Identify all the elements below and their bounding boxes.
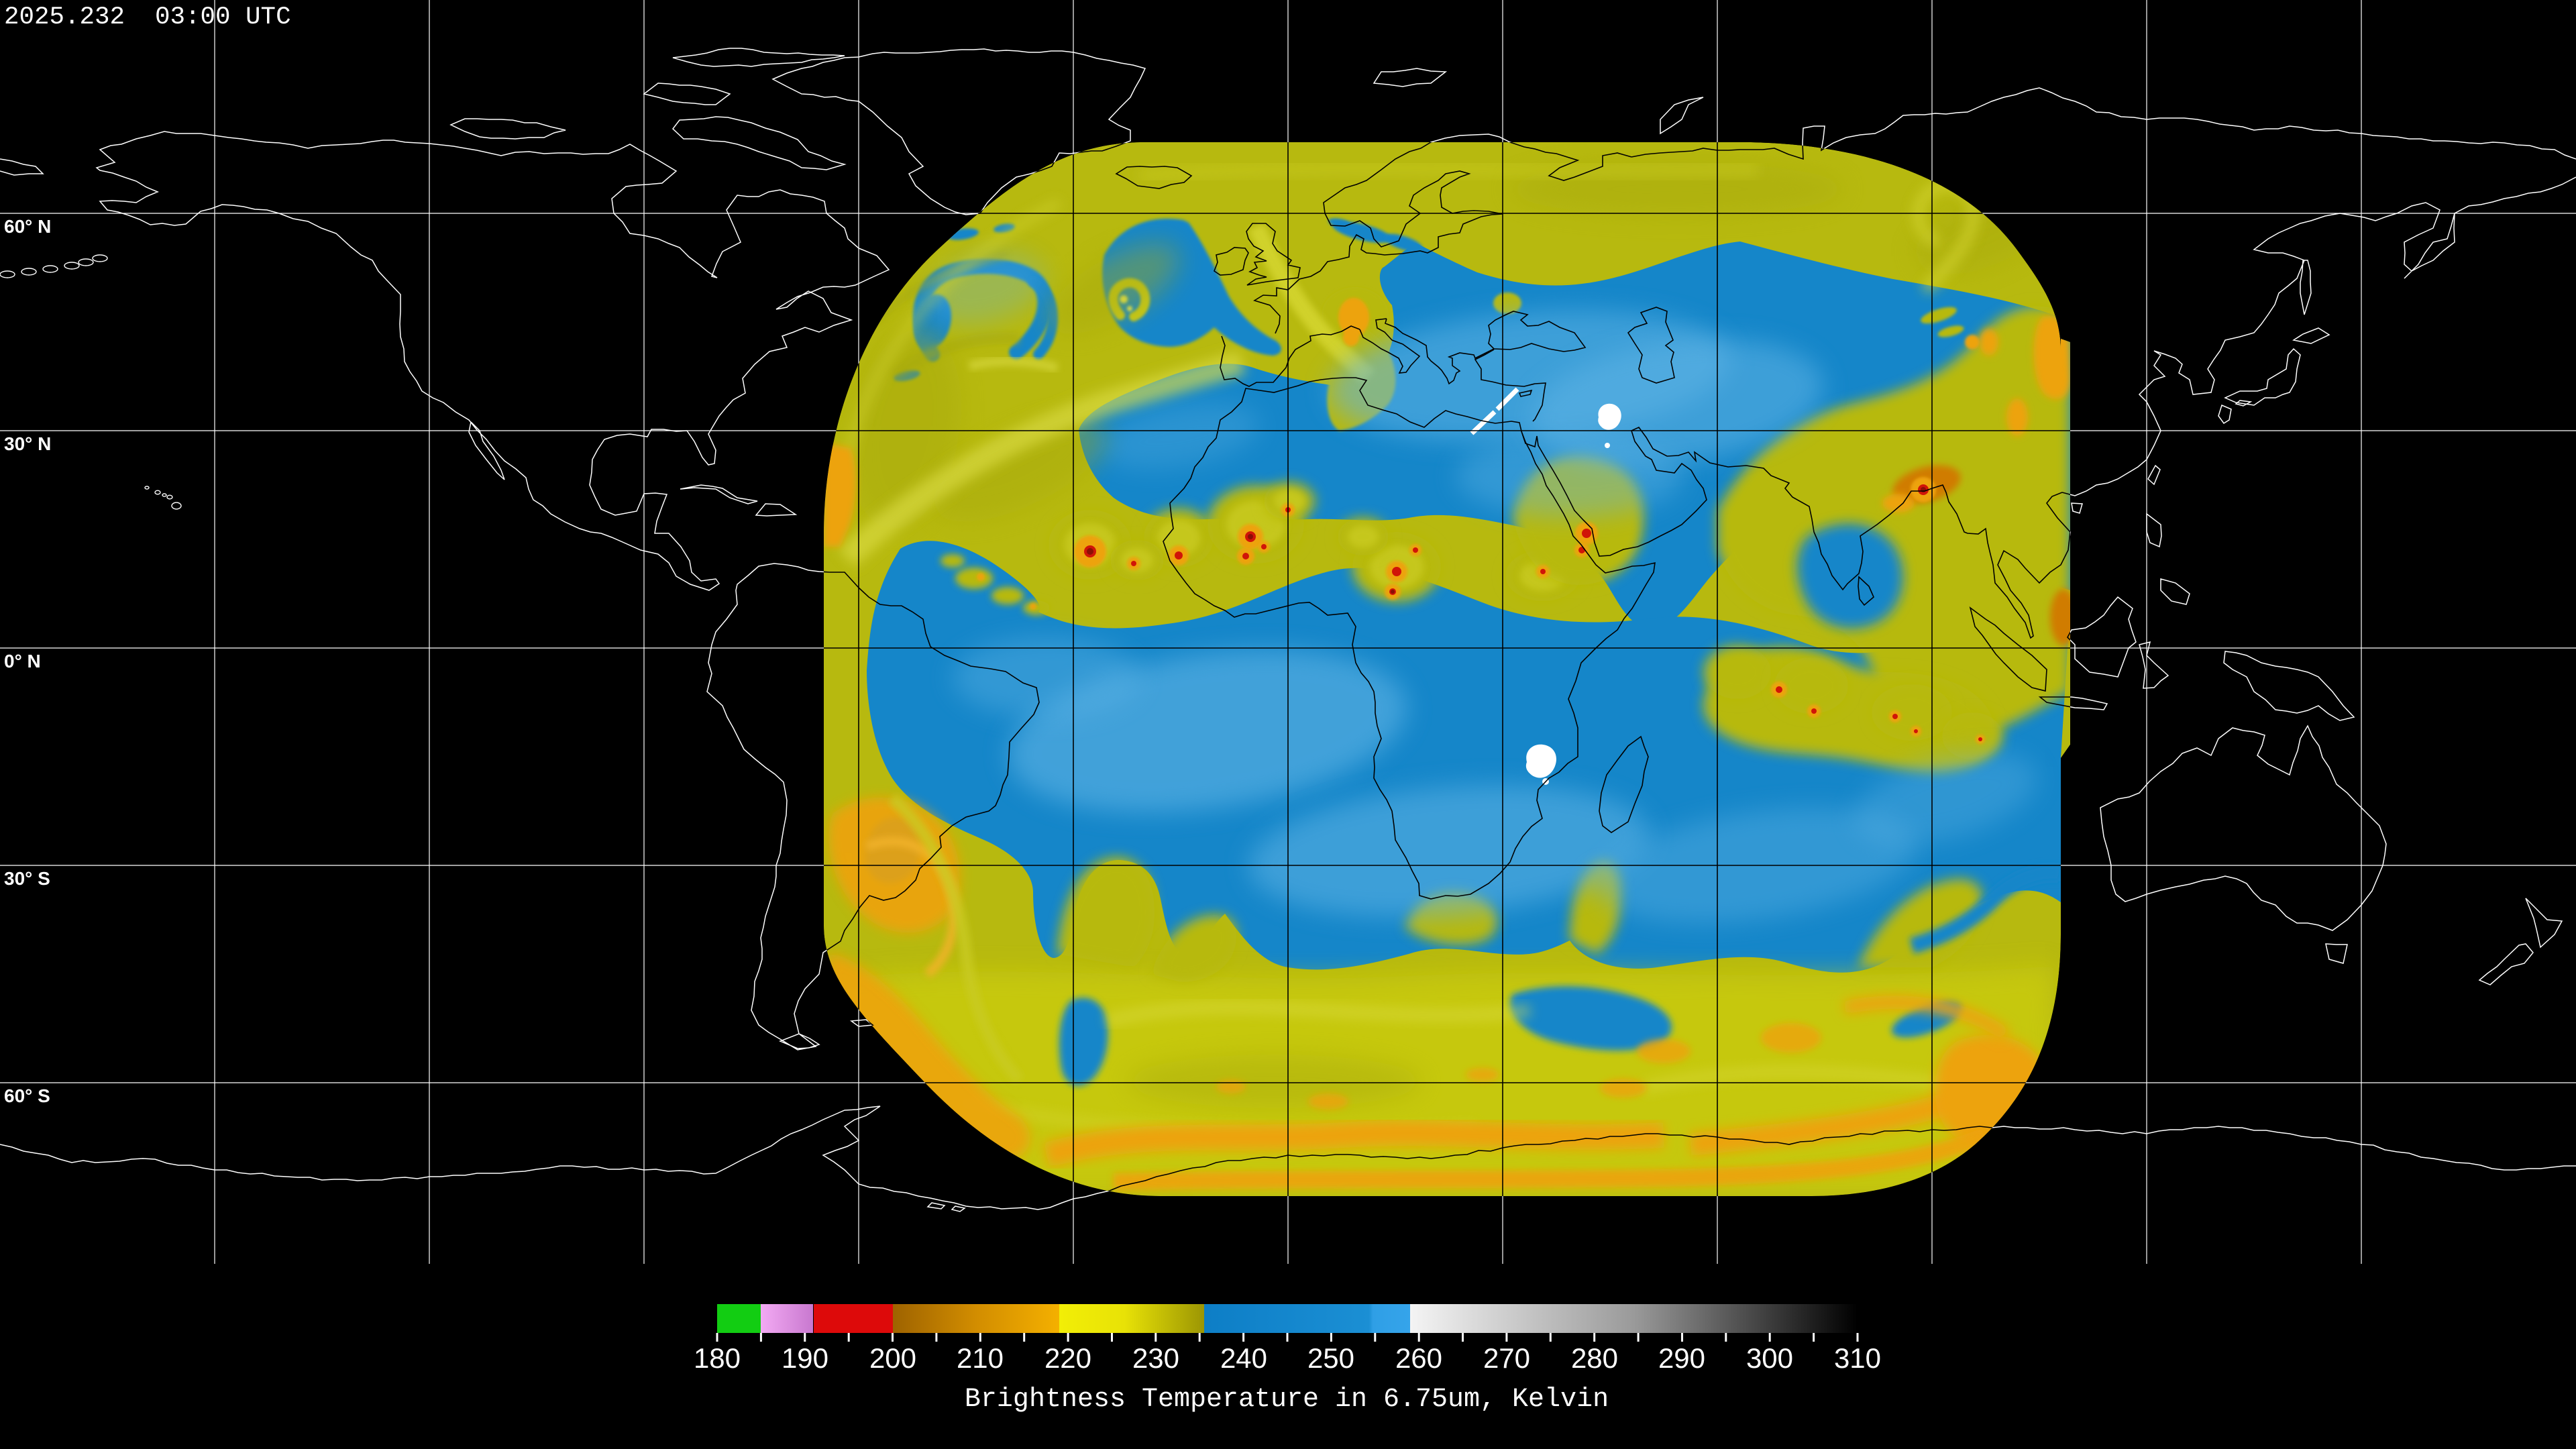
svg-text:310: 310 — [1834, 1342, 1881, 1374]
svg-text:290: 290 — [1658, 1342, 1705, 1374]
svg-text:30° N: 30° N — [4, 433, 51, 454]
svg-text:300: 300 — [1746, 1342, 1793, 1374]
svg-text:270: 270 — [1483, 1342, 1530, 1374]
svg-text:280: 280 — [1571, 1342, 1618, 1374]
svg-text:60° N: 60° N — [4, 216, 51, 237]
svg-text:2025.232 03:00 UTC: 2025.232 03:00 UTC — [4, 3, 291, 32]
svg-text:180: 180 — [694, 1342, 741, 1374]
svg-text:30° S: 30° S — [4, 868, 50, 889]
svg-text:210: 210 — [957, 1342, 1004, 1374]
svg-text:240: 240 — [1220, 1342, 1267, 1374]
svg-text:220: 220 — [1044, 1342, 1091, 1374]
svg-text:200: 200 — [869, 1342, 916, 1374]
svg-text:230: 230 — [1132, 1342, 1179, 1374]
svg-text:250: 250 — [1307, 1342, 1354, 1374]
svg-text:190: 190 — [782, 1342, 828, 1374]
svg-text:Brightness Temperature in 6.75: Brightness Temperature in 6.75um, Kelvin — [965, 1385, 1609, 1415]
svg-text:0° N: 0° N — [4, 651, 41, 672]
svg-text:260: 260 — [1395, 1342, 1442, 1374]
svg-text:60° S: 60° S — [4, 1085, 50, 1106]
